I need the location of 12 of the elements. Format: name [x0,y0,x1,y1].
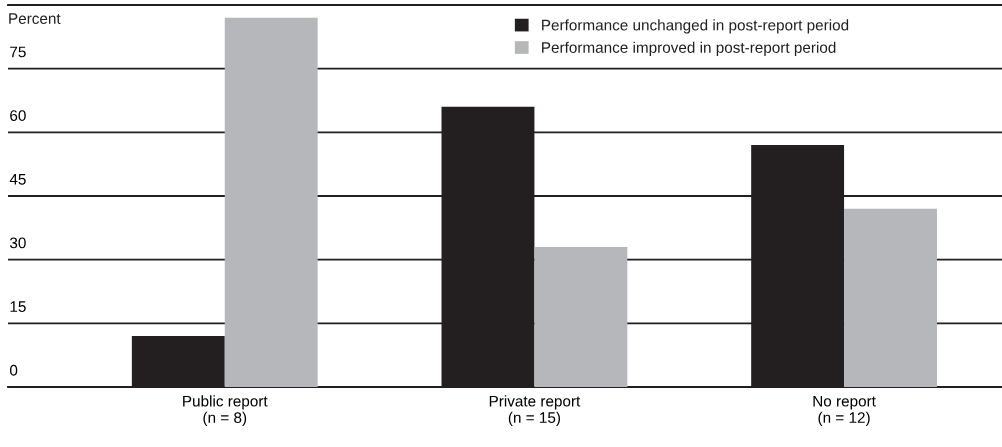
x-tick-label: No report (n = 12) [813,395,876,427]
y-tick-label: 60 [10,110,26,121]
y-tick-label: 0 [9,364,18,376]
y-axis-title: Percent [9,13,61,24]
legend-label: Performance improved in post-report period [542,41,836,56]
y-tick-label: 45 [9,173,26,185]
legend-label: Performance unchanged in post-report period [542,19,849,34]
y-tick-label: 15 [10,301,26,312]
x-tick-label: Private report (n = 15) [489,395,581,427]
y-tick-label: 75 [10,46,26,58]
x-tick-label: Public report (n = 8) [183,395,268,427]
y-tick-label: 30 [9,237,26,249]
